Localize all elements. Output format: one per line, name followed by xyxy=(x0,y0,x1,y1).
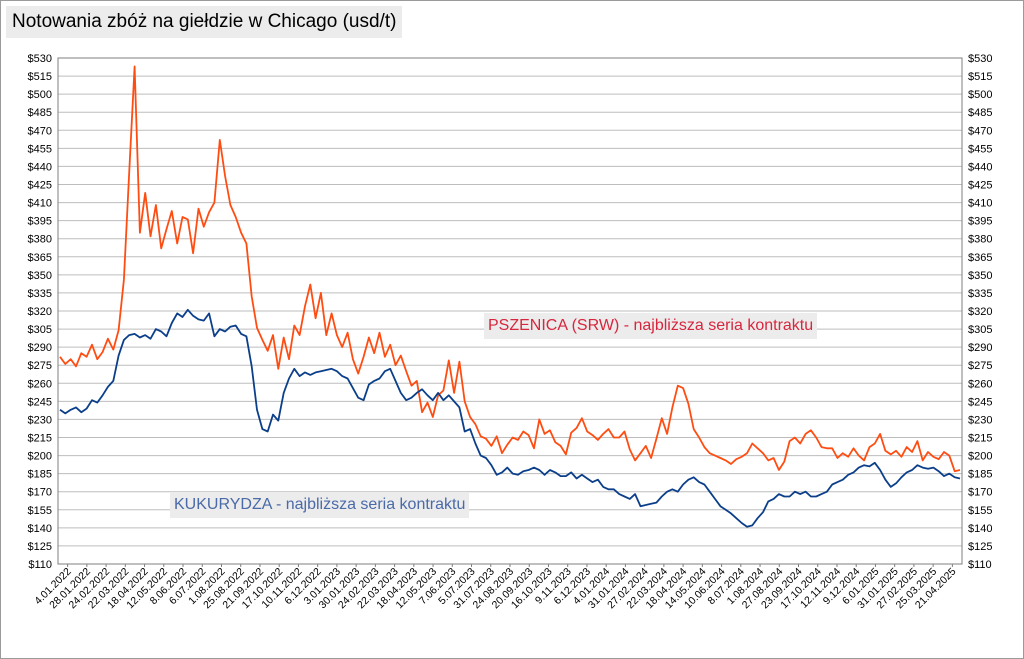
y-tick-label-right: $440 xyxy=(968,161,992,173)
y-tick-label-left: $140 xyxy=(28,523,52,535)
y-tick-label-left: $170 xyxy=(28,487,52,499)
y-tick-label-right: $170 xyxy=(968,487,992,499)
y-tick-label-right: $335 xyxy=(968,288,992,300)
y-tick-label-left: $290 xyxy=(28,342,52,354)
y-tick-label-right: $230 xyxy=(968,414,992,426)
y-tick-label-right: $185 xyxy=(968,469,992,481)
y-tick-label-right: $425 xyxy=(968,180,992,192)
y-tick-label-left: $215 xyxy=(28,433,52,445)
y-tick-label-left: $320 xyxy=(28,306,52,318)
y-tick-label-left: $380 xyxy=(28,234,52,246)
y-tick-label-left: $410 xyxy=(28,198,52,210)
wheat-series-line xyxy=(59,65,961,473)
y-tick-label-right: $305 xyxy=(968,324,992,336)
y-tick-label-left: $110 xyxy=(28,559,52,571)
y-tick-label-right: $515 xyxy=(968,71,992,83)
y-axis-left: $110 $125 $140 $155 $170 $185 $200 $215 $230 $245… xyxy=(28,53,52,571)
y-tick-label-left: $185 xyxy=(28,469,52,481)
chart-title: Notowania zbóż na giełdzie w Chicago (us… xyxy=(6,6,403,38)
y-tick-label-left: $275 xyxy=(28,360,52,372)
y-tick-label-left: $470 xyxy=(28,125,52,137)
y-tick-label-right: $125 xyxy=(968,541,992,553)
y-tick-label-left: $230 xyxy=(28,414,52,426)
y-tick-label-right: $245 xyxy=(968,396,992,408)
y-tick-label-left: $155 xyxy=(28,505,52,517)
y-tick-label-left: $485 xyxy=(28,107,52,119)
y-tick-label-left: $425 xyxy=(28,180,52,192)
y-tick-label-right: $350 xyxy=(968,270,992,282)
grid-lines xyxy=(57,57,963,565)
y-tick-label-right: $110 xyxy=(968,559,992,571)
y-tick-label-right: $215 xyxy=(968,433,992,445)
y-tick-label-right: $485 xyxy=(968,107,992,119)
y-tick-label-right: $140 xyxy=(968,523,992,535)
y-tick-label-left: $335 xyxy=(28,288,52,300)
y-tick-label-right: $500 xyxy=(968,89,992,101)
y-tick-label-left: $200 xyxy=(28,451,52,463)
x-axis: 4.01.202228.01.202224.02.202222.03.20221… xyxy=(32,564,959,611)
series-lines xyxy=(59,65,961,528)
y-tick-label-right: $455 xyxy=(968,143,992,155)
y-tick-label-right: $395 xyxy=(968,216,992,228)
y-tick-label-right: $530 xyxy=(968,53,992,65)
y-tick-label-right: $380 xyxy=(968,234,992,246)
y-tick-label-right: $200 xyxy=(968,451,992,463)
y-tick-label-left: $395 xyxy=(28,216,52,228)
y-tick-label-left: $500 xyxy=(28,89,52,101)
y-tick-label-right: $260 xyxy=(968,378,992,390)
y-tick-label-right: $290 xyxy=(968,342,992,354)
y-tick-label-left: $260 xyxy=(28,378,52,390)
y-tick-label-left: $125 xyxy=(28,541,52,553)
corn-series-line xyxy=(59,308,961,528)
y-tick-label-right: $365 xyxy=(968,252,992,264)
wheat-series-label: PSZENICA (SRW) - najbliższa seria kontra… xyxy=(484,313,818,339)
y-tick-label-right: $275 xyxy=(968,360,992,372)
y-tick-label-left: $305 xyxy=(28,324,52,336)
y-tick-label-right: $320 xyxy=(968,306,992,318)
y-tick-label-left: $440 xyxy=(28,161,52,173)
y-tick-label-right: $155 xyxy=(968,505,992,517)
y-tick-label-left: $350 xyxy=(28,270,52,282)
y-tick-label-right: $410 xyxy=(968,198,992,210)
y-tick-label-left: $365 xyxy=(28,252,52,264)
y-axis-right: $110 $125 $140 $155 $170 $185 $200 $215 $230 $245… xyxy=(968,53,992,571)
y-tick-label-left: $245 xyxy=(28,396,52,408)
y-tick-label-left: $515 xyxy=(28,71,52,83)
corn-series-label: KUKURYDZA - najbliższa seria kontraktu xyxy=(170,492,470,518)
y-tick-label-left: $530 xyxy=(28,53,52,65)
y-tick-label-right: $470 xyxy=(968,125,992,137)
y-tick-label-left: $455 xyxy=(28,143,52,155)
